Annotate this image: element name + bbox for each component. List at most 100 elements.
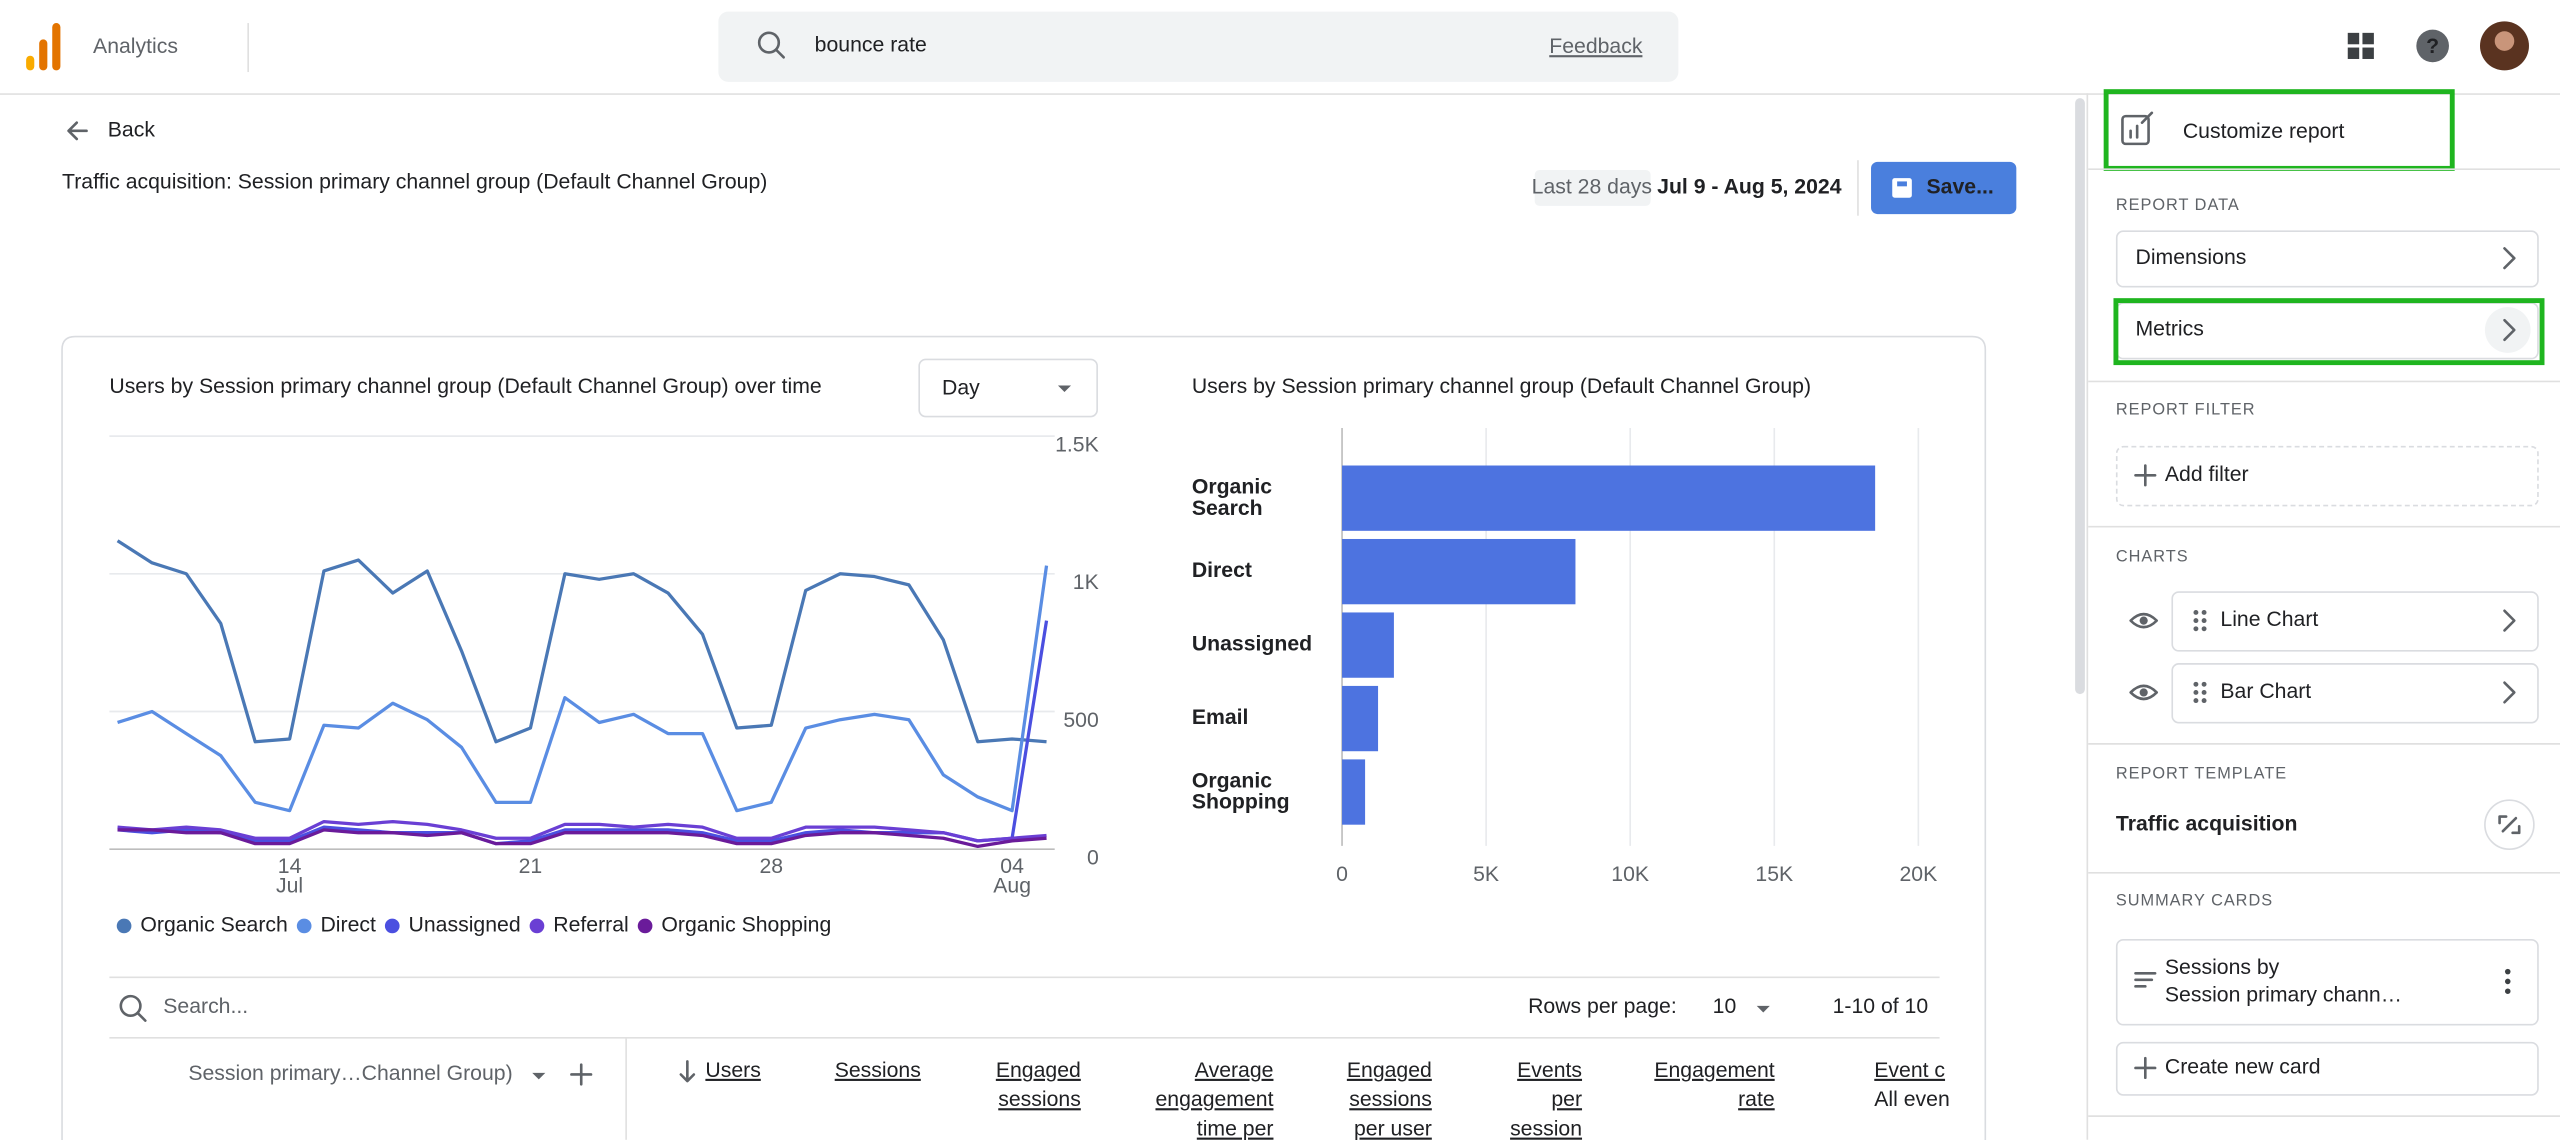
chart-title: Users by Session primary channel group (… <box>1192 375 1811 398</box>
column-header[interactable]: Event c <box>1874 1059 1945 1082</box>
visibility-icon[interactable] <box>2129 612 2159 629</box>
legend-swatch <box>296 918 312 934</box>
save-label: Save... <box>1927 176 1994 199</box>
sort-icon[interactable] <box>679 1060 696 1083</box>
sidebar: Customize report REPORT DATA Dimensions … <box>2086 89 2560 1140</box>
granularity-dropdown[interactable] <box>918 358 1098 418</box>
drag-handle <box>2193 681 2207 704</box>
top-bar: Analytics bounce rate Feedback ? <box>0 11 2560 95</box>
search-query[interactable]: bounce rate <box>815 34 927 57</box>
section-label: SUMMARY CARDS <box>2116 892 2273 910</box>
x-tick-label: 10K <box>1611 863 1649 886</box>
scrollbar[interactable] <box>2075 98 2085 695</box>
help-icon[interactable] <box>2416 29 2449 63</box>
add-dimension[interactable] <box>570 1063 593 1086</box>
dropdown-caret <box>1057 385 1072 393</box>
apps-icon[interactable] <box>2347 32 2374 59</box>
card-title: Session primary chann… <box>2165 984 2402 1007</box>
column-header[interactable]: sessions <box>1349 1088 1432 1111</box>
template-name: Traffic acquisition <box>2116 812 2298 835</box>
column-header[interactable]: Engaged <box>996 1059 1081 1082</box>
legend-swatch <box>384 918 400 934</box>
summary-card[interactable] <box>2115 938 2539 1026</box>
section-label: CHARTS <box>2116 547 2189 565</box>
create-card[interactable] <box>2115 1041 2539 1096</box>
avatar <box>2494 31 2515 51</box>
column-header[interactable]: per user <box>1354 1118 1432 1140</box>
search-icon <box>136 1011 147 1022</box>
x-tick-label: 14 <box>278 855 302 878</box>
card-icon <box>2134 971 2157 988</box>
x-tick-label: Jul <box>276 874 303 897</box>
section-label: REPORT FILTER <box>2116 400 2256 418</box>
series-line <box>117 819 1047 843</box>
legend-label: Referral <box>553 914 628 937</box>
column-header[interactable]: rate <box>1738 1088 1775 1111</box>
column-header[interactable]: sessions <box>998 1088 1081 1111</box>
column-header[interactable]: All even <box>1874 1088 1950 1111</box>
customize-icon <box>2121 114 2150 146</box>
rows-per-page-label: Rows per page: <box>1528 995 1677 1018</box>
column-header[interactable]: time per <box>1197 1118 1274 1140</box>
chart-row[interactable] <box>2171 663 2539 724</box>
more-menu[interactable] <box>2504 968 2511 994</box>
x-tick-label: 20K <box>1899 863 1937 886</box>
pagination: 1-10 of 10 <box>1833 995 1929 1018</box>
x-tick-label: 21 <box>519 855 543 878</box>
search-icon <box>757 31 781 54</box>
legend-label: Unassigned <box>409 914 521 937</box>
chart-row[interactable] <box>2171 591 2539 652</box>
row-label[interactable]: Line Chart <box>2220 608 2318 631</box>
column-header[interactable]: Events <box>1517 1059 1582 1082</box>
save-button[interactable] <box>1871 161 2017 215</box>
search-icon <box>775 48 785 59</box>
series-line <box>116 539 1047 744</box>
column-header[interactable]: Sessions <box>835 1059 921 1082</box>
y-tick-label: Organic Search <box>1192 475 1272 519</box>
back-icon[interactable] <box>67 121 88 141</box>
create-card-label[interactable]: Create new card <box>2165 1056 2321 1079</box>
date-range[interactable]: Jul 9 - Aug 5, 2024 <box>1657 176 1842 199</box>
dropdown-caret[interactable] <box>532 1072 546 1080</box>
dimensions-row[interactable] <box>2115 230 2539 288</box>
bar <box>1342 759 1366 825</box>
section-label: REPORT TEMPLATE <box>2116 764 2287 782</box>
legend-label: Organic Search <box>140 914 287 937</box>
column-header[interactable]: Engagement <box>1654 1059 1774 1082</box>
add-filter[interactable] <box>2115 445 2539 507</box>
feedback-link[interactable]: Feedback <box>1549 35 1643 58</box>
table-search[interactable]: Search... <box>163 995 248 1018</box>
granularity[interactable]: Day <box>942 376 980 399</box>
sidebar-title: Customize report <box>2183 120 2345 143</box>
x-tick-label: Aug <box>993 874 1031 897</box>
chevron-hover <box>2484 307 2531 353</box>
unlink-icon <box>2498 815 2521 835</box>
legend-swatch <box>637 918 653 934</box>
dimension-header[interactable]: Session primary…Channel Group) <box>188 1062 512 1085</box>
back-link[interactable]: Back <box>108 118 156 141</box>
x-tick-label: 0 <box>1336 863 1348 886</box>
customize-icon <box>2129 111 2154 139</box>
column-header[interactable]: Average <box>1195 1059 1274 1082</box>
column-header[interactable]: session <box>1510 1118 1582 1140</box>
visibility-icon[interactable] <box>2129 684 2159 701</box>
column-header[interactable]: per <box>1551 1088 1582 1111</box>
row-label[interactable]: Dimensions <box>2136 246 2247 269</box>
rows-per-page[interactable]: 10 <box>1713 995 1737 1018</box>
column-header[interactable]: Engaged <box>1347 1059 1432 1082</box>
legend-label: Organic Shopping <box>661 914 831 937</box>
row-label[interactable]: Bar Chart <box>2220 680 2311 703</box>
chevron <box>2503 681 2516 704</box>
search-box[interactable] <box>718 11 1679 82</box>
row-label[interactable]: Metrics <box>2136 318 2204 341</box>
chevron <box>2503 318 2516 342</box>
column-header[interactable]: engagement <box>1155 1088 1273 1111</box>
plus-icon <box>2134 1056 2157 1080</box>
dropdown-caret[interactable] <box>1756 1005 1770 1013</box>
chart-title: Users by Session primary channel group (… <box>109 375 821 398</box>
logo <box>26 55 35 71</box>
series-line <box>117 565 1049 813</box>
column-header[interactable]: Users <box>705 1059 760 1082</box>
add-filter-label[interactable]: Add filter <box>2165 463 2249 486</box>
